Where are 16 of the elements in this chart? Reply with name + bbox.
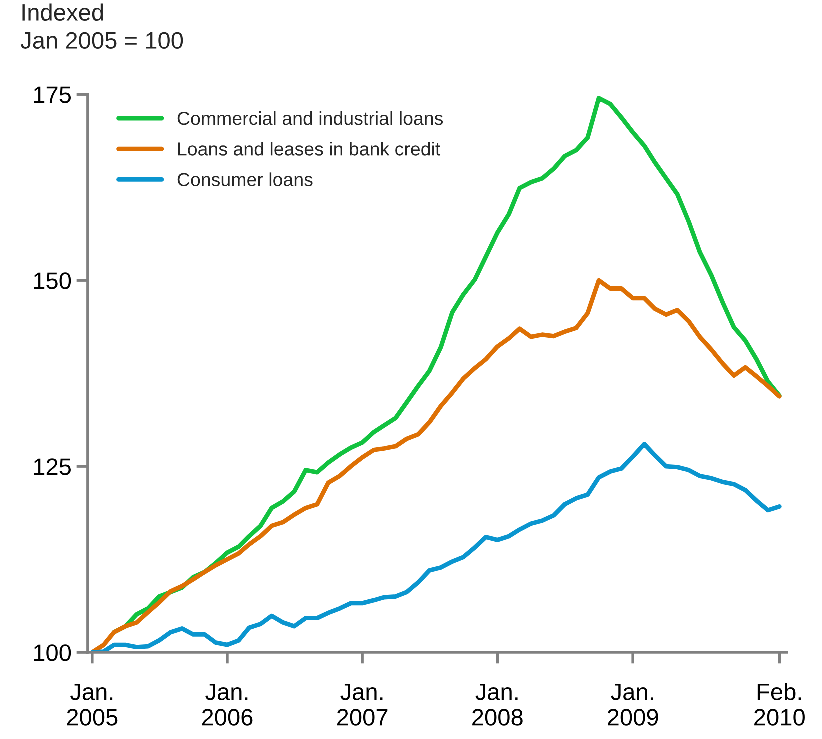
legend-label: Consumer loans xyxy=(178,172,313,186)
y-tick-label: 175 xyxy=(34,86,71,104)
legend-label: Loans and leases in bank credit xyxy=(178,142,441,156)
legend-label: Commercial and industrial loans xyxy=(178,111,444,126)
y-tick-label: 150 xyxy=(34,272,72,290)
x-tick-label: Jan. 2007 xyxy=(337,684,388,726)
line-series xyxy=(90,278,782,653)
line-series xyxy=(90,442,782,653)
x-tick-label: Jan. 2008 xyxy=(472,684,523,726)
x-tick-label: Jan. 2009 xyxy=(608,684,658,726)
x-tick-label: Jan. 2005 xyxy=(67,684,118,726)
x-tick-label: Jan. 2006 xyxy=(202,684,253,726)
x-tick-label: Feb. 2010 xyxy=(754,683,805,726)
y-axis-title: Indexed Jan 2005 = 100 xyxy=(20,4,184,50)
y-tick-label: 100 xyxy=(34,644,72,662)
y-tick-label: 125 xyxy=(34,458,71,476)
